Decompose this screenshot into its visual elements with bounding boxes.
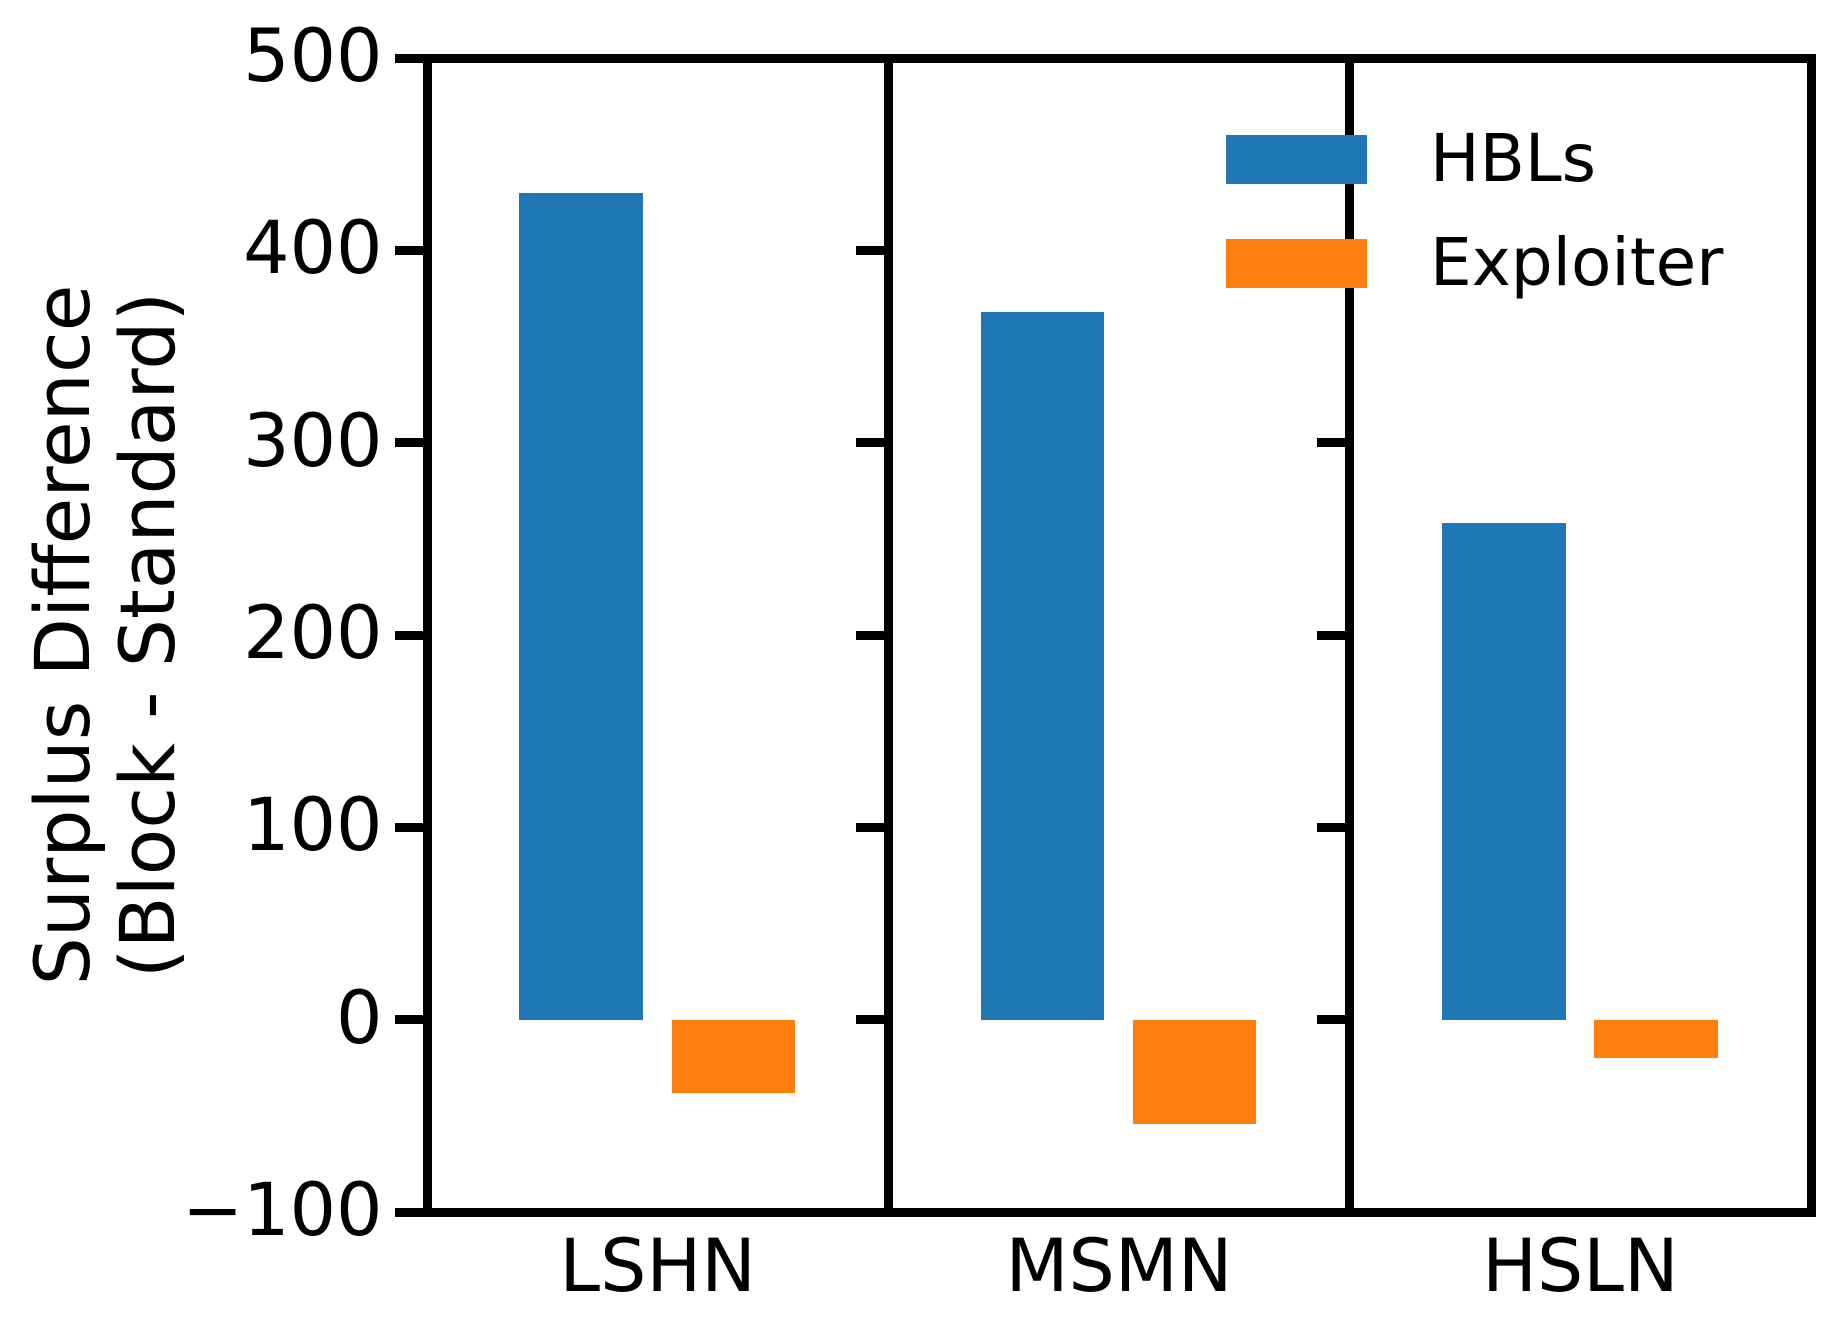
y-tick [1317,1015,1346,1025]
y-tick-label: 300 [243,398,383,484]
y-tick-label: 200 [243,590,383,676]
y-tick [855,245,884,255]
y-tick [855,822,884,832]
bar-hbls-msmn [980,311,1105,1020]
y-tick [394,1207,423,1217]
y-tick [394,630,423,640]
bar-exploiter-lshn [671,1019,796,1093]
y-tick [855,438,884,448]
legend-label-exploiter: Exploiter [1430,223,1724,301]
bar-exploiter-hsln [1594,1019,1718,1059]
y-tick-label: −100 [181,1167,383,1253]
y-tick-label: 400 [243,206,383,292]
panel-divider [883,58,893,1212]
y-tick-label: 500 [243,13,383,99]
legend-label-hbls: HBLs [1430,119,1597,197]
x-tick-label-msmn: MSMN [1005,1224,1233,1309]
legend-swatch-exploiter [1226,239,1367,288]
y-tick [394,438,423,448]
panel-divider [1345,58,1355,1212]
x-tick-label-lshn: LSHN [559,1224,756,1309]
x-tick-label-hsln: HSLN [1482,1224,1679,1309]
y-tick [1317,1207,1346,1217]
y-tick-label: 100 [243,783,383,869]
y-tick [1317,53,1346,63]
y-tick [394,822,423,832]
bar-exploiter-msmn [1132,1019,1257,1124]
bar-hbls-hsln [1441,523,1566,1020]
y-tick [394,1015,423,1025]
y-tick [1317,630,1346,640]
y-tick [394,245,423,255]
bar-hbls-lshn [519,192,643,1020]
plot-frame [422,53,1816,1217]
y-tick [855,630,884,640]
legend-swatch-hbls [1226,135,1367,184]
y-tick [1317,438,1346,448]
y-tick-label: 0 [336,975,383,1061]
y-tick [855,53,884,63]
y-tick [855,1207,884,1217]
y-tick [855,1015,884,1025]
y-tick [394,53,423,63]
y-tick [1317,822,1346,832]
